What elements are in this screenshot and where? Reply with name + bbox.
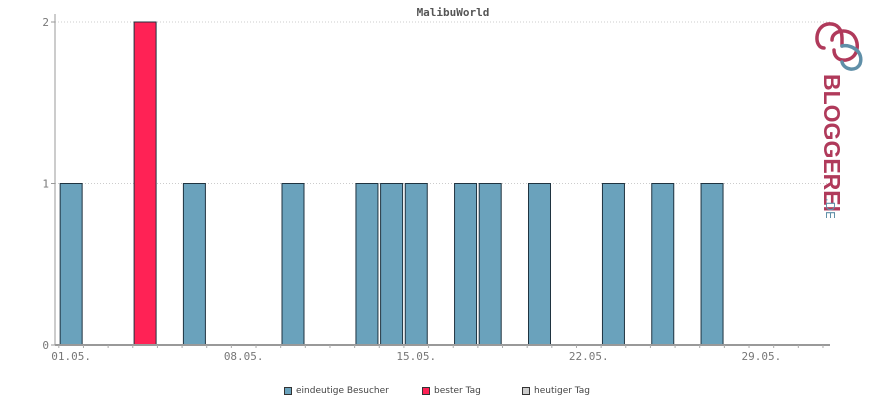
- bar: [133, 21, 157, 346]
- x-tick-label: 01.05.: [51, 350, 91, 363]
- logo-suffix: .DE: [823, 198, 838, 218]
- x-tick-label: 22.05.: [569, 350, 609, 363]
- bar: [355, 183, 379, 346]
- y-tick-label: 1: [42, 178, 49, 191]
- chart-title: MalibuWorld: [417, 6, 490, 19]
- bar: [380, 183, 404, 346]
- legend-swatch: [422, 387, 430, 395]
- legend-label: heutiger Tag: [534, 386, 591, 396]
- y-tick-label: 0: [42, 339, 49, 352]
- bar: [651, 183, 675, 346]
- logo-wordmark: BLOGGEREI: [819, 74, 845, 212]
- legend-label: bester Tag: [434, 386, 481, 396]
- legend-item-best-day: bester Tag: [422, 384, 481, 398]
- gridlines: [55, 21, 830, 184]
- bars: [59, 21, 724, 346]
- legend-label: eindeutige Besucher: [296, 386, 389, 396]
- legend-swatch: [284, 387, 292, 395]
- bar: [281, 183, 305, 346]
- legend-swatch: [522, 387, 530, 395]
- x-tick-label: 29.05.: [741, 350, 781, 363]
- y-tick-label: 2: [42, 16, 49, 29]
- legend-item-unique-visitors: eindeutige Besucher: [284, 384, 389, 398]
- x-tick-label: 08.05.: [224, 350, 264, 363]
- bar: [601, 183, 625, 346]
- bar: [528, 183, 551, 346]
- x-tick-label: 15.05.: [396, 350, 436, 363]
- bar: [454, 183, 478, 346]
- bar: [700, 183, 724, 346]
- bar: [478, 183, 502, 346]
- chart-legend: eindeutige Besucher bester Tag heutiger …: [0, 384, 870, 400]
- axes: 0 1 2 01.05. 08.05. 15.05. 22.05. 29.05.: [42, 14, 830, 363]
- bloggerei-logo-icon: BLOGGEREI .DE: [815, 22, 863, 220]
- bar: [182, 183, 206, 346]
- legend-item-today: heutiger Tag: [522, 384, 590, 398]
- bloggerei-logo: BLOGGEREI .DE: [812, 18, 868, 220]
- bar: [59, 183, 83, 346]
- bar: [404, 183, 428, 346]
